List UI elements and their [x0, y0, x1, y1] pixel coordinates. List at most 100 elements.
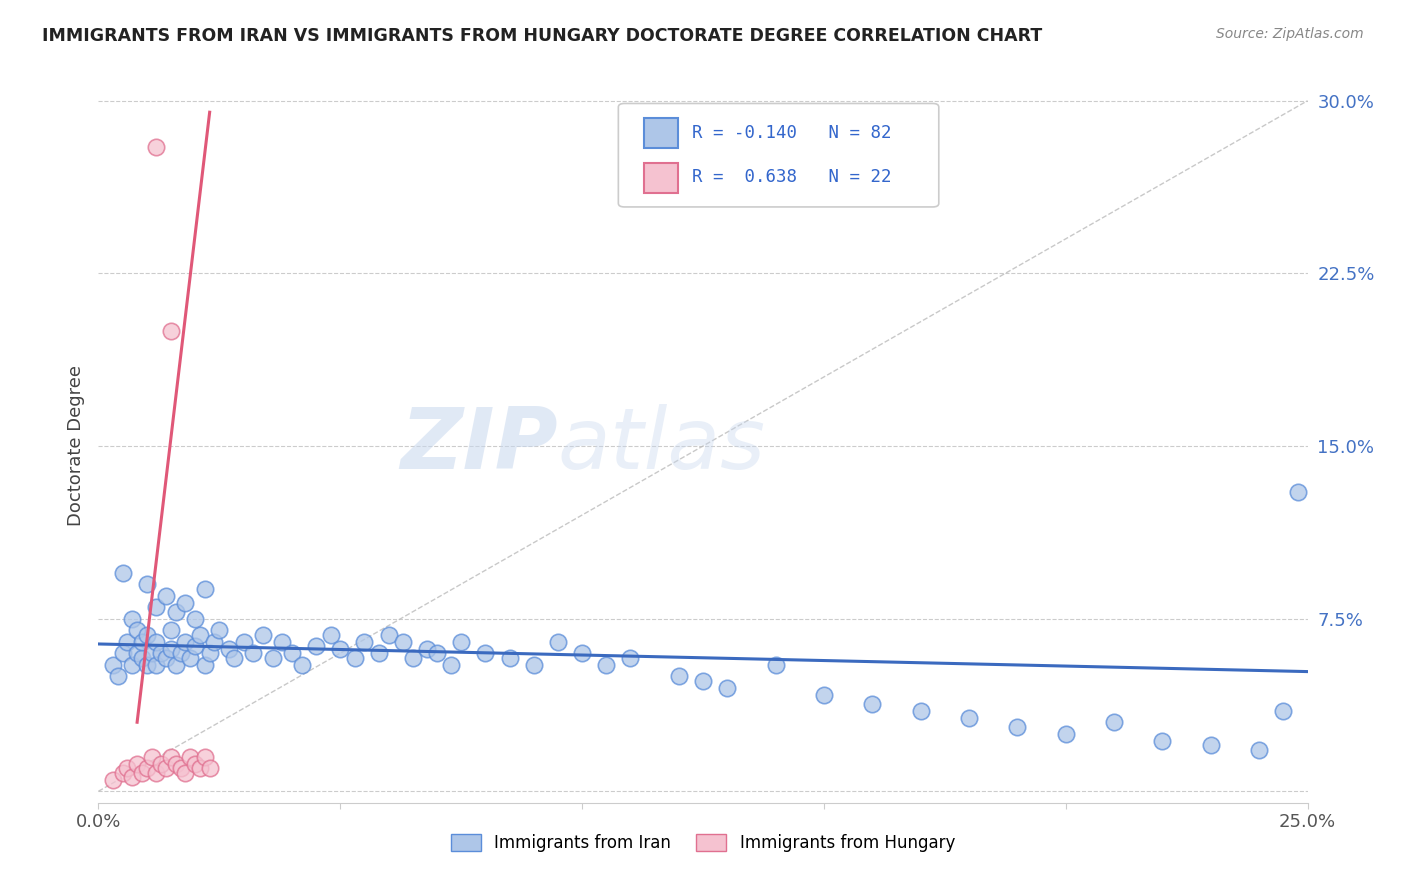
Point [160, 749, 183, 764]
Point [135, 628, 157, 642]
Point [619, 650, 641, 665]
Point [174, 634, 197, 648]
Point [131, 765, 153, 780]
Point [571, 646, 593, 660]
Point [1102, 715, 1125, 730]
Text: Source: ZipAtlas.com: Source: ZipAtlas.com [1216, 27, 1364, 41]
Point [232, 634, 254, 648]
Point [127, 623, 149, 637]
Point [271, 634, 294, 648]
Point [402, 650, 425, 665]
Point [145, 140, 167, 154]
Point [160, 641, 183, 656]
Point [101, 772, 124, 787]
Point [194, 582, 217, 596]
Point [188, 761, 211, 775]
Point [169, 761, 191, 775]
Point [135, 577, 157, 591]
Point [155, 589, 177, 603]
Point [305, 640, 328, 654]
Point [498, 650, 520, 665]
Point [155, 761, 177, 775]
Point [111, 646, 134, 660]
Point [165, 756, 187, 771]
Point [595, 657, 617, 672]
Point [765, 657, 787, 672]
Point [860, 697, 883, 711]
Point [523, 657, 546, 672]
Text: ZIP: ZIP [401, 404, 558, 488]
Point [692, 673, 714, 688]
Point [145, 765, 167, 780]
Point [101, 657, 124, 672]
Text: R =  0.638   N = 22: R = 0.638 N = 22 [692, 168, 891, 186]
Point [1152, 733, 1174, 747]
Point [184, 640, 207, 654]
Point [145, 600, 167, 615]
Point [910, 704, 932, 718]
Y-axis label: Doctorate Degree: Doctorate Degree [66, 366, 84, 526]
Point [426, 646, 449, 660]
Point [218, 641, 240, 656]
Point [281, 646, 304, 660]
Point [957, 711, 980, 725]
Point [150, 756, 173, 771]
Point [194, 657, 217, 672]
Point [474, 646, 496, 660]
Point [174, 595, 197, 609]
FancyBboxPatch shape [644, 162, 678, 193]
Point [179, 650, 201, 665]
Point [262, 650, 284, 665]
Point [204, 634, 226, 648]
Point [165, 605, 187, 619]
Point [127, 756, 149, 771]
Point [160, 324, 183, 338]
Point [290, 657, 312, 672]
Point [1054, 727, 1077, 741]
Point [145, 634, 167, 648]
Point [252, 628, 274, 642]
Point [127, 646, 149, 660]
Point [155, 650, 177, 665]
Point [111, 566, 134, 580]
FancyBboxPatch shape [644, 119, 678, 148]
Point [141, 749, 163, 764]
Point [319, 628, 342, 642]
Point [117, 634, 139, 648]
Point [141, 646, 163, 660]
Point [131, 650, 153, 665]
Point [343, 650, 366, 665]
Point [222, 650, 245, 665]
Point [668, 669, 690, 683]
Point [121, 657, 143, 672]
Point [107, 669, 129, 683]
Point [184, 612, 207, 626]
Point [377, 628, 399, 642]
Point [242, 646, 264, 660]
Text: IMMIGRANTS FROM IRAN VS IMMIGRANTS FROM HUNGARY DOCTORATE DEGREE CORRELATION CHA: IMMIGRANTS FROM IRAN VS IMMIGRANTS FROM … [42, 27, 1042, 45]
Point [416, 641, 439, 656]
Point [121, 612, 143, 626]
FancyBboxPatch shape [619, 103, 939, 207]
Point [160, 623, 183, 637]
Point [179, 749, 201, 764]
Point [111, 765, 134, 780]
Point [440, 657, 463, 672]
Point [165, 657, 187, 672]
Point [547, 634, 569, 648]
Point [450, 634, 472, 648]
Point [135, 657, 157, 672]
Point [150, 646, 173, 660]
Point [368, 646, 391, 660]
Point [169, 646, 191, 660]
Point [1272, 704, 1295, 718]
Point [174, 765, 197, 780]
Text: R = -0.140   N = 82: R = -0.140 N = 82 [692, 125, 891, 143]
Point [121, 771, 143, 785]
Point [135, 761, 157, 775]
Point [329, 641, 352, 656]
Point [1007, 720, 1029, 734]
Point [145, 657, 167, 672]
Point [188, 628, 211, 642]
Text: atlas: atlas [558, 404, 766, 488]
